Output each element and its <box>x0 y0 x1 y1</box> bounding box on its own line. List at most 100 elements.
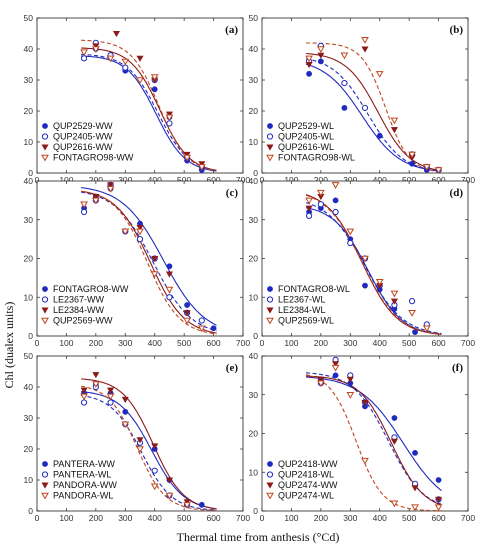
data-point <box>341 80 348 87</box>
legend-marker <box>266 144 274 151</box>
y-tick-label: 0 <box>253 331 258 341</box>
x-tick-label: 100 <box>284 513 298 523</box>
data-point <box>346 376 354 383</box>
x-tick-label: 300 <box>343 175 357 185</box>
data-point <box>91 381 100 388</box>
panel-d: 0 100 200 300 400 500 600 700 0 10 20 30 40 FONTAGRO8… <box>249 176 476 348</box>
legend-entry: PANTERA-WL <box>53 470 111 480</box>
data-point <box>408 310 416 317</box>
legend-entry: LE2367-WL <box>278 295 326 305</box>
data-point <box>165 286 174 294</box>
y-tick-label: 0 <box>28 168 33 178</box>
legend-marker <box>41 307 49 314</box>
legend-marker <box>41 133 49 140</box>
data-point <box>92 194 100 201</box>
legend-marker <box>42 123 48 129</box>
y-tick-label: 40 <box>249 44 259 54</box>
data-point <box>361 255 369 263</box>
data-point <box>375 71 384 78</box>
data-point <box>92 372 100 379</box>
legend-marker <box>266 482 274 489</box>
data-point <box>317 58 324 65</box>
panel-a: 0 100 200 300 400 500 600 700 0 10 20 30 40 50 QUP2529… <box>24 13 251 185</box>
data-point <box>165 492 174 500</box>
data-point <box>151 443 159 450</box>
x-tick-label: 100 <box>284 338 298 348</box>
x-tick-label: 100 <box>59 338 73 348</box>
data-point <box>434 167 443 174</box>
x-tick-label: 0 <box>260 338 265 348</box>
data-point <box>91 197 100 205</box>
y-tick-label: 30 <box>249 215 259 225</box>
x-tick-label: 200 <box>314 513 328 523</box>
x-tick-label: 700 <box>236 338 250 348</box>
legend-marker <box>266 154 274 162</box>
data-point <box>411 485 419 492</box>
series-line <box>305 194 442 335</box>
data-point <box>151 467 158 474</box>
panel-label: (e) <box>226 362 239 374</box>
data-point <box>121 421 130 429</box>
data-point <box>112 30 120 38</box>
x-tick-label: 200 <box>314 175 328 185</box>
legend-marker <box>42 461 48 467</box>
legend-entry: FONTAGRO8-WW <box>53 284 129 294</box>
x-tick-label: 400 <box>148 338 162 348</box>
x-tick-label: 300 <box>118 175 132 185</box>
x-tick-label: 100 <box>59 513 73 523</box>
data-point <box>411 504 419 512</box>
data-point <box>305 205 313 212</box>
data-point <box>165 271 173 278</box>
y-tick-label: 40 <box>24 176 34 186</box>
legend-entry: FONTAGRO8-WL <box>278 284 350 294</box>
legend-marker <box>266 317 274 325</box>
data-point <box>198 317 205 324</box>
data-point <box>332 208 339 216</box>
legend-entry: QUP2474-WL <box>278 491 334 501</box>
data-point <box>422 164 431 171</box>
plot-frame <box>36 355 244 512</box>
legend-entry: QUP2405-WL <box>278 132 334 142</box>
x-tick-label: 500 <box>177 338 191 348</box>
data-point <box>316 380 325 388</box>
data-point <box>150 271 159 279</box>
y-tick-label: 0 <box>253 168 258 178</box>
data-point <box>341 105 348 111</box>
x-tick-label: 600 <box>206 513 220 523</box>
data-point <box>136 228 144 236</box>
data-point <box>332 361 340 368</box>
x-tick-label: 600 <box>431 338 445 348</box>
data-point <box>317 376 325 383</box>
legend-entry: QUP2569-WW <box>53 316 113 326</box>
y-tick-label: 0 <box>28 331 33 341</box>
data-point <box>390 500 399 508</box>
x-tick-label: 0 <box>35 175 40 185</box>
series-line <box>81 55 217 172</box>
data-point <box>80 55 88 62</box>
data-point <box>165 114 174 122</box>
data-point <box>331 364 340 372</box>
x-tick-label: 100 <box>59 175 73 185</box>
x-tick-label: 200 <box>89 338 103 348</box>
data-point <box>362 282 368 289</box>
panel-label: (b) <box>450 24 464 36</box>
data-point <box>80 387 88 394</box>
data-point <box>361 46 369 53</box>
legend-entry: LE2384-WW <box>53 305 105 315</box>
series-line <box>81 190 217 334</box>
legend-entry: FONTAGRO98-WL <box>278 153 355 163</box>
data-point <box>422 325 431 333</box>
y-tick-label: 40 <box>249 176 259 186</box>
data-point <box>408 151 416 159</box>
data-point <box>136 225 144 232</box>
data-point <box>80 208 88 216</box>
y-tick-label: 10 <box>24 292 34 302</box>
data-point <box>91 46 100 54</box>
data-point <box>122 64 129 71</box>
y-tick-label: 40 <box>249 351 259 361</box>
x-tick-label: 700 <box>461 338 475 348</box>
data-point <box>435 496 443 503</box>
data-point <box>305 197 313 205</box>
x-tick-label: 600 <box>206 338 220 348</box>
